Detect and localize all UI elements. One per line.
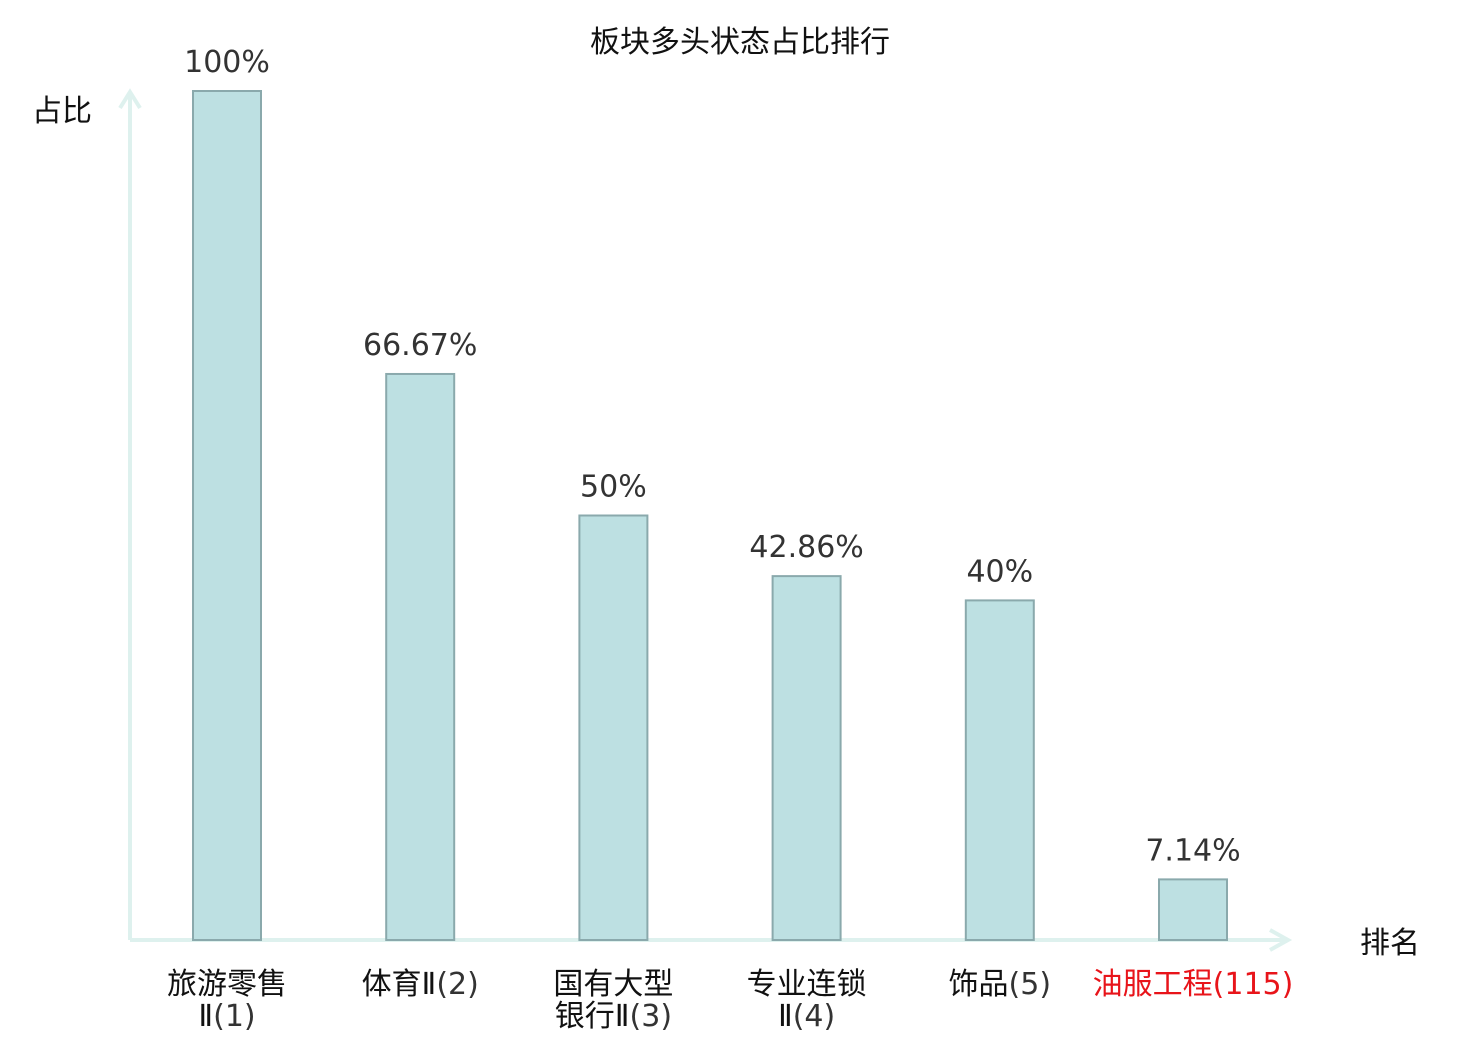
category-name: 饰品 (949, 967, 1009, 1002)
category-rank: (1) (213, 999, 256, 1034)
bar-value-label-2: 66.67% (363, 328, 477, 363)
y-axis-label: 占比 (32, 94, 92, 129)
y-axis-arrow (118, 88, 142, 110)
category-name: 体育Ⅱ (362, 967, 437, 1002)
chart-title: 板块多头状态占比排行 (590, 25, 890, 60)
bar-value-label-6: 7.14% (1145, 833, 1240, 868)
category-name: 旅游零售 (167, 967, 287, 1002)
bar-4 (771, 575, 842, 941)
category-label-5-line-1: 饰品(5) (949, 967, 1052, 1002)
category-label-4-line-1: 专业连锁 (747, 967, 867, 1002)
category-name: 专业连锁 (747, 967, 867, 1002)
bar-6 (1158, 878, 1228, 942)
category-label-2-line-1: 体育Ⅱ(2) (362, 967, 479, 1002)
bars-group (192, 90, 1228, 942)
bar-value-label-5: 40% (966, 554, 1033, 589)
bar-value-label-3: 50% (580, 470, 647, 505)
bar-3 (578, 514, 649, 941)
category-name: 油服工程 (1093, 967, 1213, 1002)
bar-2 (385, 372, 456, 942)
bar-1 (192, 90, 262, 941)
category-label-1-line-2: Ⅱ(1) (198, 999, 255, 1034)
bar-value-label-4: 42.86% (749, 530, 863, 565)
x-axis-arrow (1269, 928, 1293, 952)
category-label-4-line-2: Ⅱ(4) (778, 999, 835, 1034)
category-label-3-line-1: 国有大型 (553, 967, 673, 1002)
category-label-6-line-1: 油服工程(115) (1093, 967, 1294, 1002)
category-rank: (5) (1009, 967, 1052, 1002)
bar-value-label-1: 100% (184, 45, 270, 80)
category-rank: (2) (436, 967, 479, 1002)
value-labels-group: 100% 66.67% 50% 42.86% 40% 7.14% (184, 45, 1241, 868)
bar-5 (964, 599, 1035, 942)
category-name: 银行Ⅱ (555, 999, 630, 1034)
category-label-1-line-1: 旅游零售 (167, 967, 287, 1002)
category-name: Ⅱ (198, 999, 213, 1034)
category-label-3-line-2: 银行Ⅱ(3) (555, 999, 672, 1034)
x-axis-label: 排名 (1360, 926, 1420, 961)
category-rank: (4) (793, 999, 836, 1034)
axes (118, 88, 1293, 952)
category-rank: (3) (630, 999, 673, 1034)
category-name: 国有大型 (553, 967, 673, 1002)
category-name: Ⅱ (778, 999, 793, 1034)
category-rank: (115) (1213, 967, 1294, 1002)
